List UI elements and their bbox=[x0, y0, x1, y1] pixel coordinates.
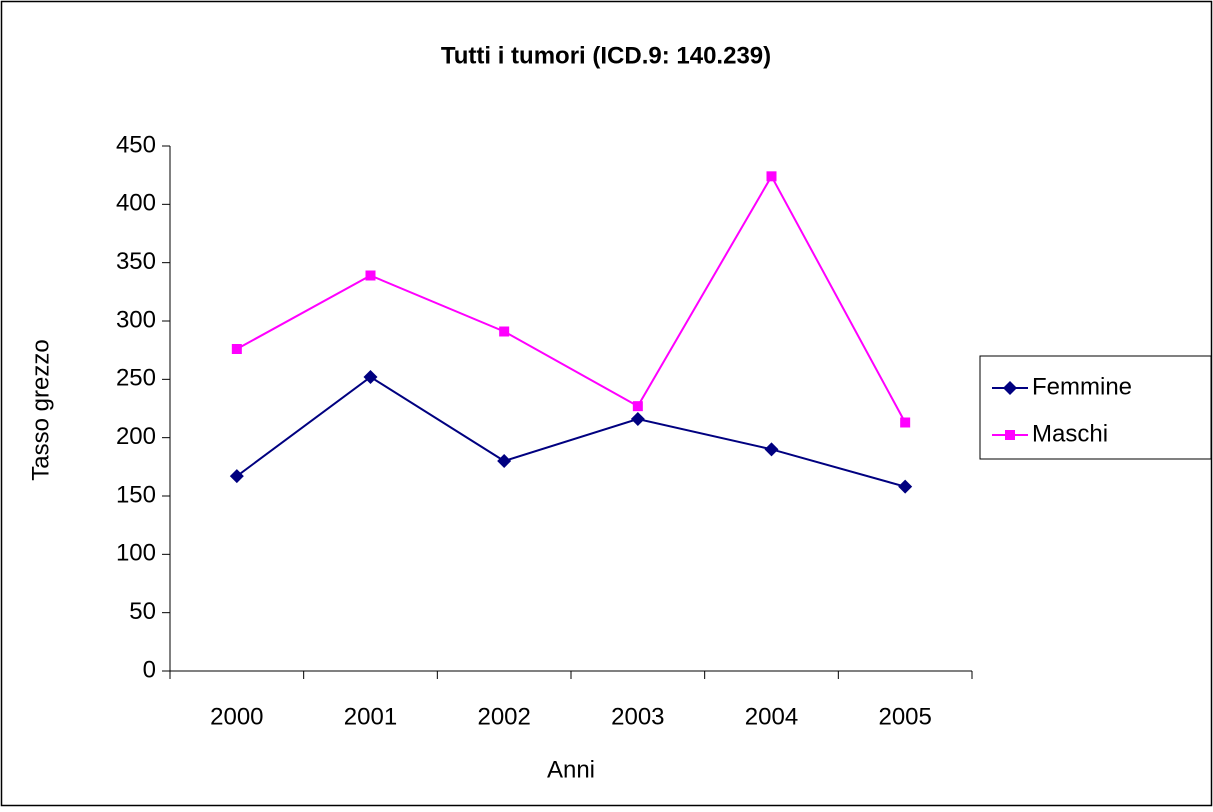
y-axis-label: Tasso grezzo bbox=[27, 339, 54, 480]
y-tick-label: 100 bbox=[116, 540, 156, 567]
y-tick-label: 450 bbox=[116, 131, 156, 158]
data-point bbox=[365, 270, 376, 281]
x-tick-label: 2002 bbox=[477, 703, 530, 730]
data-point bbox=[900, 417, 911, 428]
x-tick-label: 2004 bbox=[745, 703, 798, 730]
legend-box bbox=[979, 355, 1212, 460]
data-point bbox=[766, 171, 777, 182]
y-tick-label: 0 bbox=[143, 656, 156, 683]
series-line bbox=[236, 375, 906, 488]
x-axis-label: Anni bbox=[547, 756, 595, 783]
data-point bbox=[363, 370, 378, 384]
x-tick-label: 2005 bbox=[878, 703, 931, 730]
x-tick-label: 2000 bbox=[210, 703, 263, 730]
y-tick-label: 300 bbox=[116, 306, 156, 333]
data-point bbox=[632, 401, 643, 412]
data-point bbox=[764, 442, 779, 457]
data-point bbox=[231, 344, 242, 354]
legend-marker bbox=[1005, 430, 1015, 440]
data-point bbox=[499, 326, 510, 337]
x-tick-label: 2003 bbox=[611, 703, 664, 730]
series-line bbox=[236, 174, 907, 423]
legend-marker bbox=[1003, 381, 1017, 395]
legend-label: Maschi bbox=[1032, 420, 1108, 447]
y-tick-label: 50 bbox=[129, 598, 156, 625]
data-point bbox=[898, 479, 913, 494]
x-tick-label: 2001 bbox=[344, 703, 397, 730]
y-tick-label: 200 bbox=[116, 423, 156, 450]
data-point bbox=[229, 469, 244, 484]
data-point bbox=[497, 454, 512, 468]
y-tick-label: 250 bbox=[116, 365, 156, 392]
data-point bbox=[630, 412, 645, 426]
y-tick-label: 150 bbox=[116, 481, 156, 508]
chart-title: Tutti i tumori (ICD.9: 140.239) bbox=[441, 42, 771, 69]
y-tick-label: 400 bbox=[116, 190, 156, 217]
legend-label: Femmine bbox=[1032, 373, 1132, 400]
y-tick-label: 350 bbox=[116, 248, 156, 275]
